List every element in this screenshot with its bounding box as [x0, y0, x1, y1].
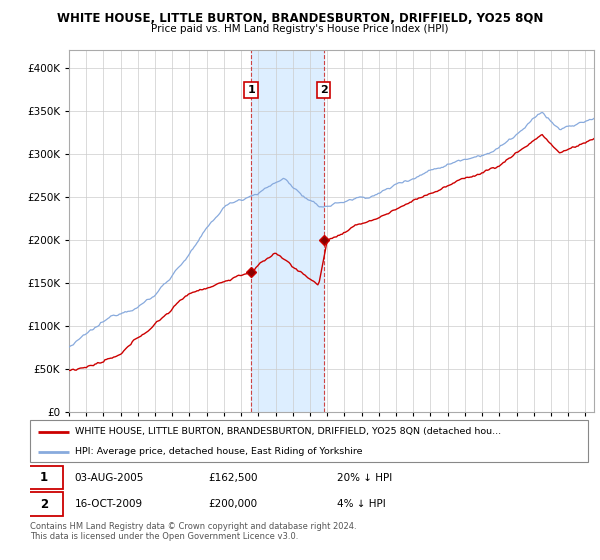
Text: 1: 1 [40, 471, 48, 484]
Text: 03-AUG-2005: 03-AUG-2005 [74, 473, 144, 483]
Text: HPI: Average price, detached house, East Riding of Yorkshire: HPI: Average price, detached house, East… [74, 447, 362, 456]
Text: WHITE HOUSE, LITTLE BURTON, BRANDESBURTON, DRIFFIELD, YO25 8QN (detached hou...: WHITE HOUSE, LITTLE BURTON, BRANDESBURTO… [74, 427, 501, 436]
FancyBboxPatch shape [25, 492, 64, 516]
Text: Contains HM Land Registry data © Crown copyright and database right 2024.
This d: Contains HM Land Registry data © Crown c… [30, 522, 356, 542]
Text: WHITE HOUSE, LITTLE BURTON, BRANDESBURTON, DRIFFIELD, YO25 8QN: WHITE HOUSE, LITTLE BURTON, BRANDESBURTO… [57, 12, 543, 25]
Text: 2: 2 [320, 85, 328, 95]
Text: £162,500: £162,500 [209, 473, 258, 483]
Text: 2: 2 [40, 498, 48, 511]
Text: 16-OCT-2009: 16-OCT-2009 [74, 499, 143, 509]
Text: 1: 1 [247, 85, 255, 95]
Text: Price paid vs. HM Land Registry's House Price Index (HPI): Price paid vs. HM Land Registry's House … [151, 24, 449, 34]
Text: 4% ↓ HPI: 4% ↓ HPI [337, 499, 386, 509]
Bar [251, 50, 323, 412]
Text: 20% ↓ HPI: 20% ↓ HPI [337, 473, 392, 483]
Text: £200,000: £200,000 [209, 499, 257, 509]
FancyBboxPatch shape [30, 420, 588, 462]
FancyBboxPatch shape [25, 466, 64, 489]
